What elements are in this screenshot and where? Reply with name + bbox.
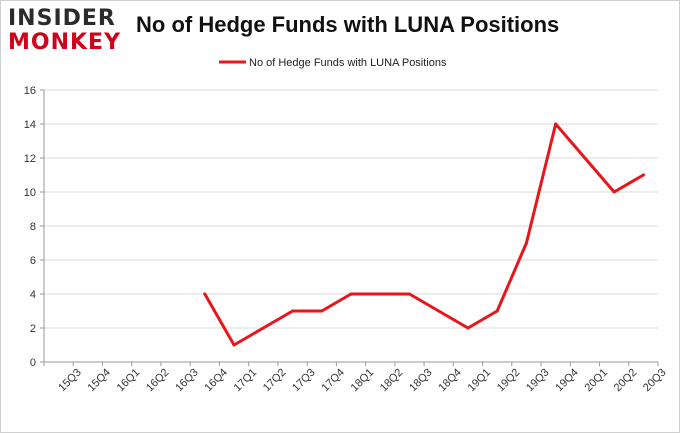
legend: No of Hedge Funds with LUNA Positions (219, 57, 447, 69)
data-point (320, 309, 324, 313)
x-tick-label: 17Q3 (290, 367, 318, 395)
data-point (524, 241, 528, 245)
data-point (437, 309, 441, 313)
x-tick-label: 19Q3 (524, 367, 552, 395)
x-tick-label: 16Q2 (144, 367, 172, 395)
series-line-0 (203, 122, 645, 347)
data-point (641, 173, 645, 177)
logo-line-2: MONKEY (8, 30, 122, 55)
data-point (232, 343, 236, 347)
x-tick-label: 20Q2 (612, 367, 640, 395)
x-tick-label: 17Q2 (261, 367, 289, 395)
x-tick-label: 16Q4 (202, 367, 230, 395)
legend-label: No of Hedge Funds with LUNA Positions (249, 57, 447, 69)
data-point (583, 156, 587, 160)
data-point (554, 122, 558, 126)
data-point (378, 292, 382, 296)
data-point (466, 326, 470, 330)
x-tick-label: 16Q1 (115, 367, 143, 395)
insider-monkey-logo: INSIDER MONKEY (8, 6, 130, 58)
data-point (407, 292, 411, 296)
x-tick-label: 20Q3 (641, 367, 669, 395)
data-point (291, 309, 295, 313)
x-tick-label: 18Q1 (349, 367, 377, 395)
y-tick-label: 12 (24, 153, 36, 165)
y-tick-label: 2 (30, 323, 36, 335)
data-point (203, 292, 207, 296)
data-point (349, 292, 353, 296)
x-tick-label: 15Q4 (85, 367, 113, 395)
y-tick-label: 6 (30, 255, 36, 267)
x-tick-label: 15Q3 (56, 367, 84, 395)
x-tick-label: 18Q4 (436, 367, 464, 395)
x-tick-label: 18Q2 (378, 367, 406, 395)
x-tick-label: 17Q1 (232, 367, 260, 395)
x-tick-label: 19Q2 (495, 367, 523, 395)
y-tick-label: 14 (24, 119, 36, 131)
x-tick-label: 19Q4 (553, 367, 581, 395)
y-tick-label: 16 (24, 85, 36, 97)
gridlines (44, 89, 658, 329)
y-tick-label: 8 (30, 221, 36, 233)
y-tick-label: 0 (30, 357, 36, 369)
y-tick-label: 10 (24, 187, 36, 199)
x-tick-label: 18Q3 (407, 367, 435, 395)
x-tick-label: 17Q4 (319, 367, 347, 395)
x-tick-label: 19Q1 (466, 367, 494, 395)
chart-title: No of Hedge Funds with LUNA Positions (136, 12, 560, 37)
y-tick-label: 4 (30, 289, 36, 301)
logo-line-1: INSIDER (8, 6, 116, 31)
x-tick-label: 20Q1 (583, 367, 611, 395)
x-tick-label: 16Q3 (173, 367, 201, 395)
data-point (261, 326, 265, 330)
data-point (495, 309, 499, 313)
series-lines (203, 122, 645, 347)
data-point (612, 190, 616, 194)
